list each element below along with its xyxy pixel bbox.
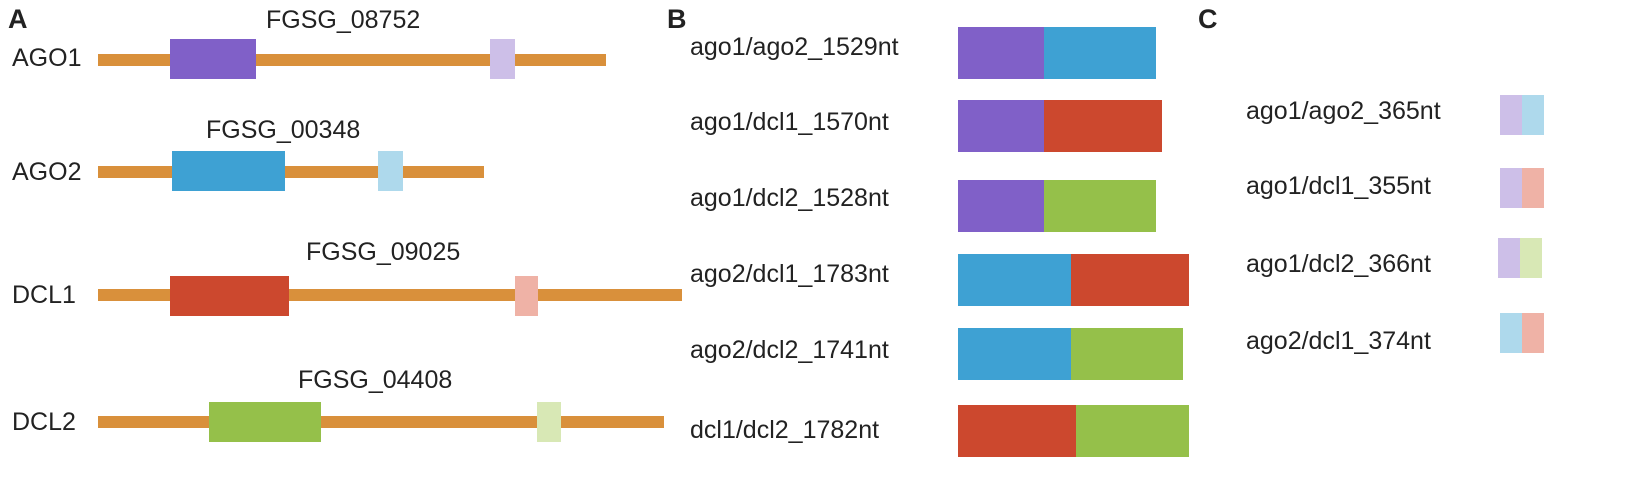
construct-label: dcl1/dcl2_1782nt [690, 416, 880, 444]
hairpin-label: ago2/dcl1_374nt [1246, 327, 1431, 355]
gene-id-dcl1: FGSG_09025 [306, 238, 461, 266]
gene-name-ago1: AGO1 [12, 44, 82, 72]
construct-label: ago1/dcl1_1570nt [690, 108, 889, 136]
construct-bar [958, 328, 1183, 380]
segment-ago2 [958, 328, 1071, 380]
fragment-box-ago1 [490, 39, 515, 79]
gene-name-dcl2: DCL2 [12, 408, 76, 436]
hairpin-label: ago1/dcl2_366nt [1246, 250, 1431, 278]
gene-id-ago2: FGSG_00348 [206, 116, 361, 144]
segment-ago1 [958, 180, 1044, 232]
segment-ago2-light [1522, 95, 1544, 135]
segment-dcl2-light [1520, 238, 1542, 278]
gene-line-ago2 [98, 166, 484, 178]
construct-label: ago2/dcl1_1783nt [690, 260, 889, 288]
segment-ago2 [1044, 27, 1156, 79]
construct-bar [958, 254, 1189, 306]
construct-bar [958, 27, 1156, 79]
construct-label: ago1/ago2_1529nt [690, 33, 899, 61]
domain-box-dcl1 [170, 276, 289, 316]
panel-c-letter: C [1198, 4, 1218, 34]
hairpin-label: ago1/ago2_365nt [1246, 97, 1441, 125]
construct-label: ago2/dcl2_1741nt [690, 336, 889, 364]
segment-dcl1-light [1522, 168, 1544, 208]
domain-box-ago2 [172, 151, 285, 191]
construct-bar [958, 180, 1156, 232]
gene-id-dcl2: FGSG_04408 [298, 366, 453, 394]
domain-box-dcl2 [209, 402, 321, 442]
segment-ago1-light [1500, 168, 1522, 208]
segment-dcl1 [1044, 100, 1162, 152]
fragment-box-ago2 [378, 151, 403, 191]
hairpin-block [1500, 313, 1544, 353]
construct-bar [958, 100, 1162, 152]
gene-line-dcl2 [98, 416, 664, 428]
segment-ago1-light [1500, 95, 1522, 135]
segment-dcl2 [1044, 180, 1156, 232]
gene-name-ago2: AGO2 [12, 158, 82, 186]
construct-bar [958, 405, 1189, 457]
segment-dcl1-light [1522, 313, 1544, 353]
segment-ago2-light [1500, 313, 1522, 353]
segment-ago1-light [1498, 238, 1520, 278]
gene-id-ago1: FGSG_08752 [266, 6, 421, 34]
segment-ago1 [958, 27, 1044, 79]
segment-dcl1 [1071, 254, 1189, 306]
segment-ago1 [958, 100, 1044, 152]
segment-dcl1 [958, 405, 1076, 457]
fragment-box-dcl2 [537, 402, 561, 442]
segment-ago2 [958, 254, 1071, 306]
segment-dcl2 [1071, 328, 1183, 380]
gene-name-dcl1: DCL1 [12, 281, 76, 309]
fragment-box-dcl1 [515, 276, 538, 316]
segment-dcl2 [1076, 405, 1189, 457]
panel-b-letter: B [667, 4, 687, 34]
hairpin-block [1498, 238, 1542, 278]
hairpin-block [1500, 168, 1544, 208]
panel-a-letter: A [8, 4, 28, 34]
construct-label: ago1/dcl2_1528nt [690, 184, 889, 212]
domain-box-ago1 [170, 39, 256, 79]
hairpin-block [1500, 95, 1544, 135]
hairpin-label: ago1/dcl1_355nt [1246, 172, 1431, 200]
